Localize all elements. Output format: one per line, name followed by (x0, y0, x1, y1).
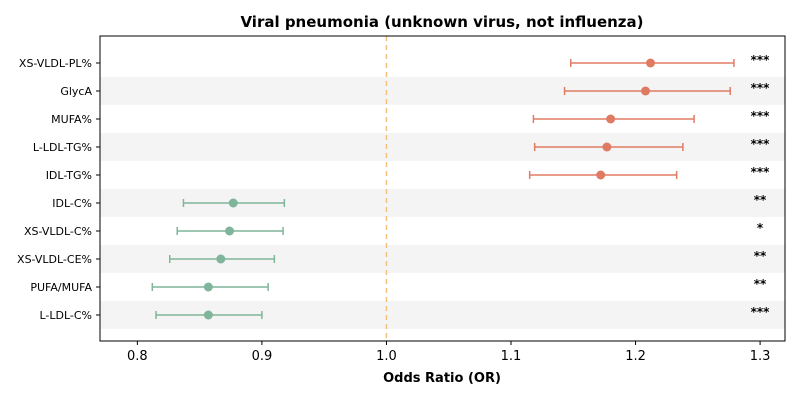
significance-label: ** (754, 249, 767, 263)
y-axis: XS-VLDL-PL% GlycA MUFA% L-LDL-TG% IDL-TG% IDL… (17, 57, 100, 322)
significance-label: *** (751, 165, 771, 179)
x-tick-label: 0.9 (252, 349, 273, 364)
x-tick-label: 1.2 (625, 349, 646, 364)
point-estimate (216, 254, 226, 264)
plot-frame (99, 35, 786, 342)
point-estimate (228, 198, 238, 208)
y-tick-label: IDL-C% (52, 197, 92, 210)
point-estimate (602, 142, 612, 152)
point-estimate (225, 226, 235, 236)
significance-label: ** (754, 193, 767, 207)
y-tick-label: GlycA (60, 85, 92, 98)
x-tick-label: 1.1 (501, 349, 522, 364)
y-tick-label: PUFA/MUFA (30, 281, 92, 294)
significance-label: *** (751, 81, 771, 95)
point-estimate (645, 58, 655, 68)
x-tick-label: 1.0 (376, 349, 397, 364)
x-axis-label: Odds Ratio (OR) (383, 371, 501, 386)
chart-title: Viral pneumonia (unknown virus, not infl… (240, 13, 643, 31)
y-tick-label: L-LDL-TG% (33, 141, 92, 154)
y-tick-label: XS-VLDL-CE% (17, 253, 92, 266)
point-estimate (203, 310, 213, 320)
point-estimate (606, 114, 616, 124)
x-tick-label: 1.3 (750, 349, 771, 364)
significance-label: *** (751, 137, 771, 151)
point-estimate (596, 170, 606, 180)
significance-label: ** (754, 277, 767, 291)
y-tick-label: XS-VLDL-PL% (19, 57, 92, 70)
x-axis: 0.8 0.9 1.0 1.1 1.2 1.3 (127, 341, 770, 364)
y-tick-label: IDL-TG% (46, 169, 92, 182)
significance-label: *** (751, 109, 771, 123)
y-tick-label: XS-VLDL-C% (24, 225, 92, 238)
data-marks: ************************* (151, 53, 771, 320)
significance-label: *** (751, 305, 771, 319)
y-tick-label: L-LDL-C% (39, 309, 92, 322)
y-tick-label: MUFA% (51, 113, 92, 126)
significance-label: * (757, 221, 764, 235)
significance-label: *** (751, 53, 771, 67)
point-estimate (641, 86, 651, 96)
x-tick-label: 0.8 (127, 349, 148, 364)
point-estimate (203, 282, 213, 292)
